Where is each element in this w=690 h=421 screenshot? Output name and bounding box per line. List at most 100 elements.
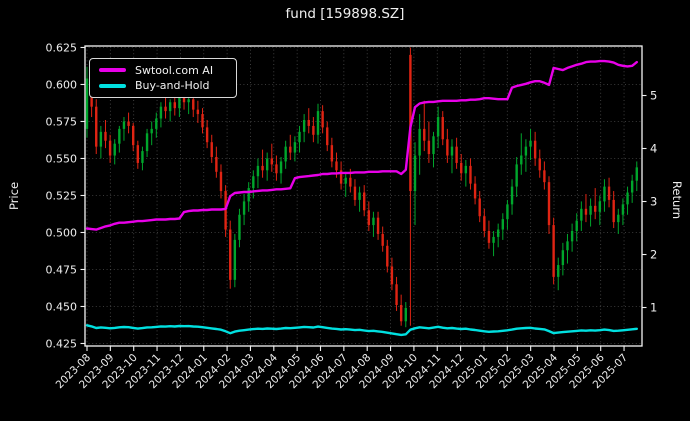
candle-up	[617, 214, 620, 223]
candle-down	[132, 125, 135, 146]
candle-up	[293, 142, 297, 153]
candle-down	[127, 121, 130, 126]
candle-up	[450, 146, 454, 156]
candle-down	[460, 162, 463, 174]
candle-down	[552, 225, 555, 277]
candle-up	[630, 180, 634, 193]
candle-up	[510, 186, 514, 205]
candle-up	[344, 177, 347, 184]
candle-up	[279, 161, 283, 174]
candle-up	[113, 143, 116, 156]
price-tick-label: 0.500	[46, 226, 78, 239]
candle-up	[316, 111, 320, 135]
candle-down	[164, 106, 167, 112]
legend-item-ai: Swtool.com AI	[90, 65, 236, 76]
candle-down	[399, 305, 403, 322]
candle-up	[233, 239, 237, 280]
candle-up	[492, 236, 495, 243]
price-tick-label: 0.475	[46, 263, 78, 276]
candle-down	[108, 140, 112, 156]
candle-up	[464, 165, 468, 174]
candle-up	[150, 128, 153, 134]
candle-down	[330, 145, 334, 162]
legend-box: Swtool.com AI Buy-and-Hold	[89, 58, 237, 98]
candle-down	[201, 114, 204, 128]
candle-down	[224, 191, 227, 230]
candle-up	[566, 241, 569, 251]
candle-down	[395, 284, 398, 306]
candle-up	[515, 164, 518, 187]
candle-down	[363, 192, 366, 211]
candle-down	[367, 210, 371, 226]
candle-down	[349, 177, 352, 187]
candle-down	[376, 217, 380, 234]
candle-up	[168, 102, 172, 112]
candle-up	[122, 121, 126, 129]
return-tick-label: 5	[650, 89, 657, 103]
candle-down	[173, 102, 176, 109]
candle-down	[455, 146, 458, 163]
candle-down	[441, 117, 444, 140]
candle-down	[543, 170, 546, 183]
candle-down	[478, 198, 481, 217]
price-tick-label: 0.575	[46, 115, 78, 128]
candle-up	[575, 220, 578, 232]
candle-down	[483, 216, 486, 232]
candle-down	[182, 96, 186, 103]
candle-down	[136, 145, 140, 163]
candle-up	[557, 265, 560, 277]
return-tick-label: 3	[650, 195, 657, 209]
candle-up	[436, 117, 440, 137]
candle-up	[580, 208, 583, 221]
candle-down	[215, 157, 218, 172]
candle-up	[252, 176, 255, 189]
legend-label-ai: Swtool.com AI	[135, 63, 214, 77]
ai-line-swatch	[99, 68, 126, 72]
candle-down	[390, 266, 394, 285]
candle-up	[589, 205, 592, 215]
candle-down	[289, 146, 292, 153]
candle-up	[561, 250, 565, 266]
candle-up	[404, 307, 407, 322]
candle-down	[192, 99, 195, 110]
candle-down	[607, 186, 611, 200]
candle-up	[85, 78, 89, 129]
candle-down	[326, 127, 329, 146]
candle-up	[626, 192, 629, 205]
bh-line-swatch	[99, 84, 126, 88]
return-tick-label: 4	[650, 142, 657, 156]
ai-return-line	[85, 59, 638, 231]
candle-up	[496, 229, 500, 237]
price-tick-label: 0.525	[46, 189, 78, 202]
candle-down	[469, 165, 472, 184]
candle-up	[432, 136, 435, 155]
bh-return-line	[85, 324, 638, 337]
candle-down	[229, 229, 232, 280]
candle-up	[372, 217, 375, 226]
candle-down	[353, 186, 357, 200]
price-tick-label: 0.425	[46, 337, 78, 350]
candle-up	[99, 131, 103, 147]
candle-up	[520, 155, 523, 165]
candle-down	[594, 205, 597, 212]
candle-down	[423, 128, 426, 141]
candle-down	[612, 199, 615, 223]
candle-up	[265, 158, 269, 171]
candle-down	[533, 140, 537, 159]
candle-up	[284, 146, 287, 162]
candle-up	[621, 204, 625, 215]
candle-down	[335, 161, 338, 171]
candle-down	[312, 125, 315, 135]
candle-up	[298, 131, 301, 143]
return-tick-label: 1	[650, 301, 657, 315]
candle-up	[603, 186, 606, 202]
candle-down	[339, 170, 343, 184]
candle-down	[104, 131, 107, 141]
candle-down	[386, 245, 389, 267]
candle-up	[413, 155, 417, 192]
candle-down	[321, 111, 324, 128]
candle-down	[584, 208, 588, 215]
legend-item-bh: Buy-and-Hold	[90, 80, 236, 91]
